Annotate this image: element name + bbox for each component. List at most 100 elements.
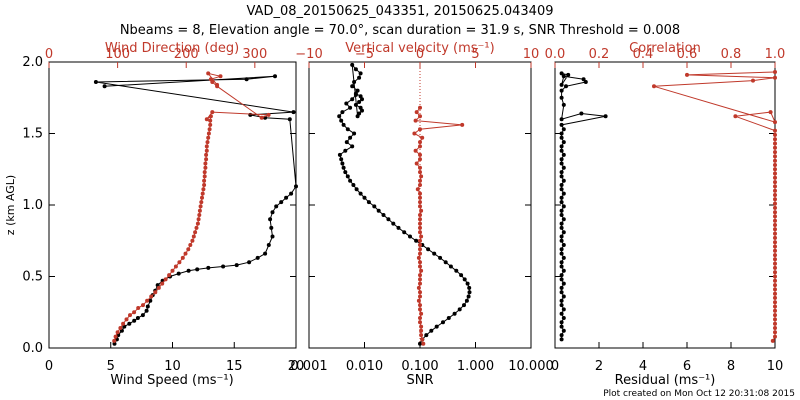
data-point	[270, 234, 275, 239]
data-point	[773, 274, 777, 279]
data-point	[396, 225, 401, 230]
panel-wind-xlabel: Wind Speed (ms⁻¹)	[110, 373, 233, 388]
data-point	[443, 260, 448, 265]
data-point	[186, 247, 191, 252]
data-point	[358, 105, 363, 110]
data-point	[773, 132, 777, 137]
data-point	[559, 161, 564, 166]
data-point	[559, 285, 564, 290]
data-point	[358, 71, 363, 76]
data-point	[145, 298, 150, 303]
data-point	[418, 290, 422, 295]
data-point	[414, 161, 419, 166]
data-point	[564, 84, 568, 89]
data-point	[210, 110, 215, 115]
data-point	[386, 217, 391, 222]
data-point	[197, 213, 202, 217]
x-tick-label: 15	[226, 359, 243, 374]
data-point	[202, 174, 207, 179]
data-point	[208, 122, 213, 127]
data-point	[773, 75, 777, 80]
data-point	[337, 114, 342, 119]
data-point	[350, 84, 355, 89]
data-point	[773, 180, 777, 185]
data-point	[559, 200, 564, 205]
series-line	[338, 63, 471, 344]
data-point	[391, 221, 396, 226]
data-point	[112, 338, 117, 343]
data-point	[773, 287, 777, 292]
data-point	[561, 140, 566, 145]
y-tick-label: 1.5	[22, 127, 43, 142]
data-point	[773, 163, 777, 167]
data-point	[186, 268, 191, 273]
data-point	[559, 298, 564, 303]
data-point	[350, 144, 355, 149]
data-point	[376, 208, 381, 213]
data-point	[337, 152, 342, 157]
data-point	[203, 161, 208, 166]
data-point	[773, 154, 777, 159]
data-point	[467, 290, 472, 295]
x-tick-label: 0	[551, 359, 559, 374]
data-point	[198, 204, 203, 209]
data-point	[559, 273, 564, 278]
data-point	[561, 152, 566, 157]
data-point	[579, 111, 584, 116]
data-point	[561, 191, 566, 196]
data-point	[115, 330, 120, 335]
data-point	[180, 255, 185, 260]
data-point	[559, 187, 564, 192]
x-tick-label: 6	[683, 359, 691, 374]
data-point	[773, 210, 777, 215]
data-point	[270, 210, 275, 215]
data-point	[418, 127, 422, 132]
data-point	[141, 303, 145, 308]
top-tick-label: 300	[242, 47, 267, 62]
data-point	[652, 84, 656, 89]
data-point	[460, 122, 465, 127]
data-point	[773, 300, 777, 305]
data-point	[603, 114, 608, 119]
top-tick-label: 10	[523, 47, 540, 62]
data-point	[773, 261, 777, 266]
data-point	[773, 171, 777, 176]
data-point	[773, 184, 777, 189]
data-point	[418, 225, 422, 230]
data-point	[773, 150, 777, 155]
data-point	[418, 316, 422, 320]
data-point	[770, 338, 775, 343]
data-point	[259, 115, 264, 120]
data-point	[177, 260, 182, 265]
panel-residual-ticks: 0 2 4 6 8 10 0.0 0.2 0.4 0.6 0.8 1.0	[545, 47, 786, 374]
data-point	[234, 263, 239, 268]
data-point	[418, 195, 422, 200]
data-point	[418, 200, 422, 205]
data-point	[773, 265, 777, 270]
data-point	[348, 178, 353, 183]
data-point	[153, 290, 158, 295]
data-point	[462, 303, 466, 308]
data-point	[195, 267, 200, 272]
data-point	[140, 313, 145, 318]
data-point	[156, 285, 161, 290]
data-point	[167, 273, 172, 278]
data-point	[408, 234, 412, 239]
panel-snr-xlabel: SNR	[406, 373, 433, 388]
data-point	[559, 135, 564, 140]
data-point	[559, 157, 564, 162]
data-point	[413, 118, 418, 123]
data-point	[263, 251, 268, 256]
data-point	[160, 281, 165, 286]
data-point	[773, 188, 777, 193]
data-point	[176, 271, 181, 276]
data-point	[438, 255, 443, 260]
panel-residual-frame	[554, 61, 776, 349]
data-point	[454, 268, 459, 273]
data-point	[418, 183, 422, 187]
footer-timestamp: Plot created on Mon Oct 12 20:31:08 2015	[603, 389, 795, 399]
data-point	[202, 183, 207, 187]
data-point	[418, 165, 422, 170]
data-point	[358, 191, 363, 196]
